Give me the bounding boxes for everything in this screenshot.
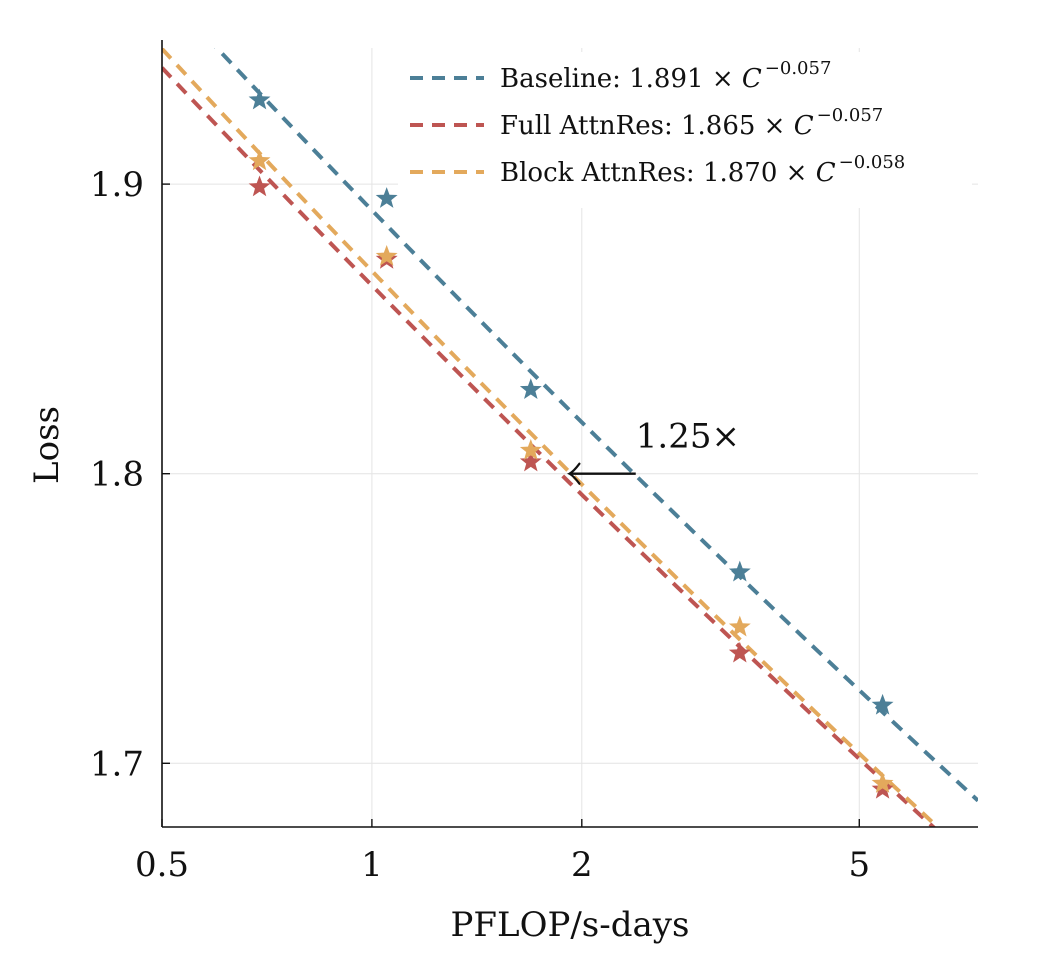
block-point — [248, 149, 271, 171]
baseline-legend-label: Baseline: 1.891 × C −0.057 — [500, 58, 831, 94]
block-point — [375, 245, 398, 266]
legend-background — [398, 52, 972, 208]
block-point — [519, 439, 542, 460]
full-point — [248, 175, 271, 197]
annotation-arrow-head — [566, 462, 581, 485]
axes — [161, 40, 978, 828]
legend: Baseline: 1.891 × C −0.057 Full AttnRes: 1… — [398, 52, 972, 208]
baseline-point — [519, 378, 542, 400]
full-legend-label: Full AttnRes: 1.865 × C −0.057 — [500, 105, 883, 141]
tick-labels: 0.5 1 2 5 1.7 1.8 1.9 — [90, 165, 870, 885]
fit-lines — [162, 48, 978, 827]
full-fit-line — [162, 66, 937, 827]
data-markers — [248, 88, 894, 799]
baseline-fit-line — [214, 48, 978, 803]
y-axis-title: Loss — [27, 406, 67, 484]
annotation-label: 1.25× — [636, 417, 740, 457]
full-point — [519, 450, 542, 472]
baseline-point — [728, 560, 751, 582]
block-fit-line — [162, 48, 941, 827]
baseline-point — [248, 88, 271, 110]
y-tick-label: 1.9 — [90, 165, 144, 205]
baseline-point — [871, 693, 894, 715]
block-point — [871, 772, 894, 793]
x-tick-label: 1 — [361, 845, 383, 885]
y-tick-label: 1.8 — [90, 455, 144, 495]
block-point — [728, 615, 751, 637]
baseline-point — [375, 187, 398, 208]
y-tick-label: 1.7 — [90, 744, 144, 784]
annotation: 1.25× — [566, 417, 740, 485]
full-point — [728, 641, 751, 663]
x-tick-label: 2 — [571, 845, 593, 885]
x-axis-title: PFLOP/s-days — [451, 905, 690, 945]
x-tick-label: 5 — [848, 845, 870, 885]
x-tick-label: 0.5 — [135, 845, 189, 885]
block-legend-label: Block AttnRes: 1.870 × C −0.058 — [500, 152, 905, 188]
